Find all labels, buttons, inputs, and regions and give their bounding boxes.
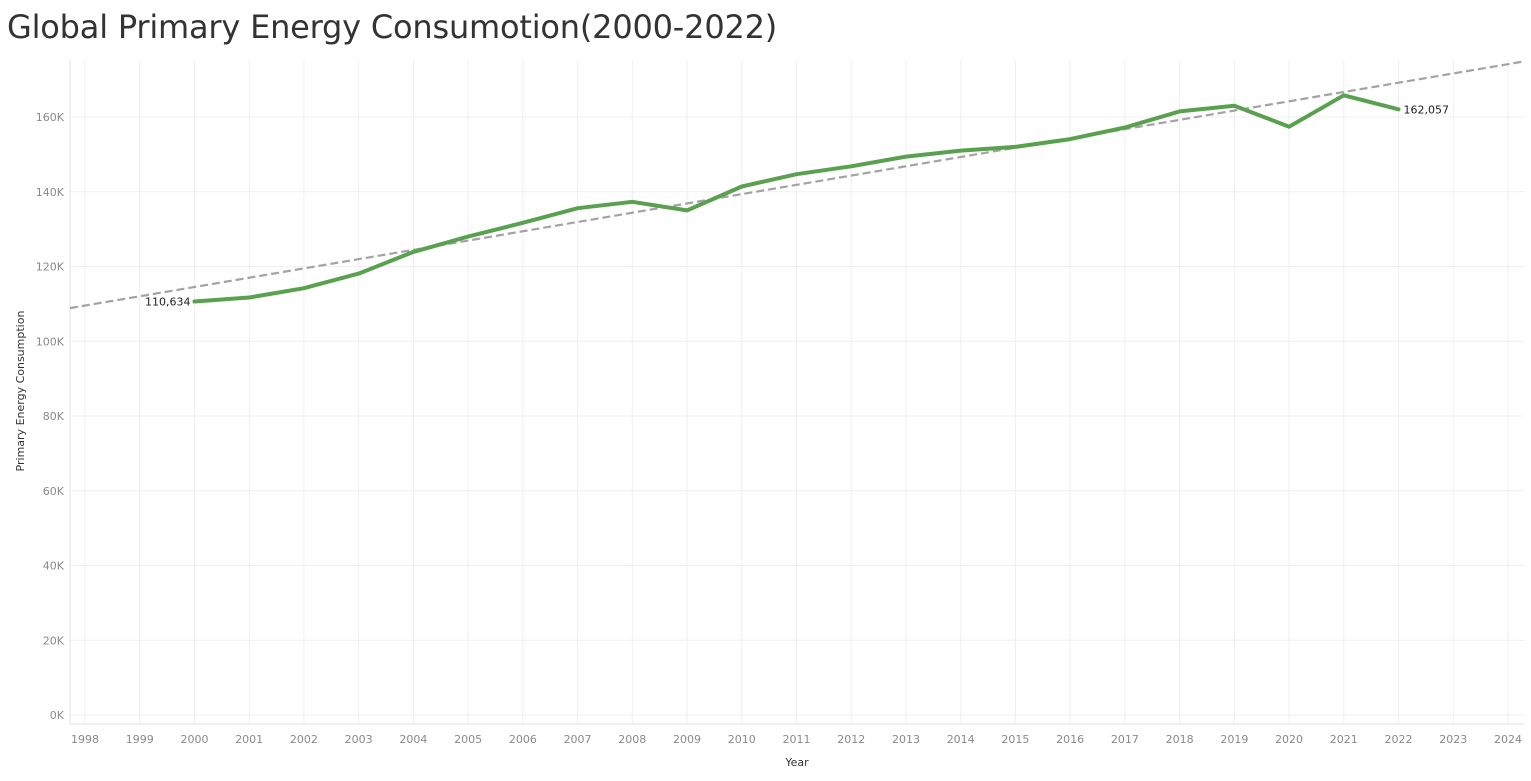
x-tick-label: 1998 [71,733,99,746]
x-tick-label: 2014 [947,733,975,746]
axis-layer: Primary Energy Consumption Year 1998 1999… [14,60,1524,769]
x-tick-label: 2017 [1111,733,1139,746]
grid-layer [70,60,1524,724]
x-tick-label: 2005 [454,733,482,746]
x-tick-label: 2012 [837,733,865,746]
x-tick-label: 2007 [564,733,592,746]
y-tick-label: 0K [50,709,65,722]
data-label: 162,057 [1404,103,1450,116]
x-tick-label: 2006 [509,733,537,746]
y-tick-label: 100K [36,335,65,348]
x-tick-label: 2009 [673,733,701,746]
y-tick-label: 160K [36,111,65,124]
x-tick-label: 2019 [1220,733,1248,746]
data-point [1068,137,1072,141]
data-point [1178,109,1182,113]
x-tick-label: 2016 [1056,733,1084,746]
data-point [357,272,361,276]
x-tick-label: 2023 [1439,733,1467,746]
data-point [1342,93,1346,97]
data-point [849,164,853,168]
data-point [904,155,908,159]
x-tick-label: 1999 [126,733,154,746]
y-axis-title: Primary Energy Consumption [14,311,27,472]
x-axis-title: Year [784,756,809,769]
x-tick-label: 2021 [1330,733,1358,746]
data-label: 110,634 [145,296,191,309]
data-point [1123,125,1127,129]
data-point [795,172,799,176]
data-point [411,250,415,254]
x-tick-label: 2002 [290,733,318,746]
data-point [1287,125,1291,129]
x-tick-label: 2000 [180,733,208,746]
data-point [247,296,251,300]
x-tick-label: 2018 [1166,733,1194,746]
x-tick-label: 2010 [728,733,756,746]
x-tick-label: 2011 [783,733,811,746]
x-tick-label: 2004 [399,733,427,746]
x-tick-label: 2022 [1385,733,1413,746]
data-point [521,221,525,225]
data-point [685,208,689,212]
data-point [959,149,963,153]
data-point [576,206,580,210]
x-tick-label: 2013 [892,733,920,746]
chart-title: Global Primary Energy Consumotion(2000-2… [7,8,778,46]
y-tick-label: 60K [43,485,65,498]
data-point [1013,145,1017,149]
x-tick-label: 2008 [618,733,646,746]
data-point [302,286,306,290]
y-tick-label: 140K [36,186,65,199]
data-point [740,185,744,189]
y-tick-label: 80K [43,410,65,423]
y-tick-label: 40K [43,560,65,573]
data-point [630,200,634,204]
x-tick-label: 2001 [235,733,263,746]
y-tick-label: 120K [36,261,65,274]
x-tick-label: 2003 [345,733,373,746]
y-tick-label: 20K [43,634,65,647]
data-point [466,235,470,239]
data-point [1397,107,1401,111]
data-point [192,300,196,304]
trend-layer [69,60,1525,310]
x-tick-label: 2015 [1001,733,1029,746]
x-tick-label: 2020 [1275,733,1303,746]
x-tick-label: 2024 [1494,733,1522,746]
series-line [192,93,1401,304]
label-layer: 110,634 162,057 [145,103,1449,308]
series-layer [192,93,1401,304]
trend-line [69,60,1525,310]
data-point [1232,104,1236,108]
